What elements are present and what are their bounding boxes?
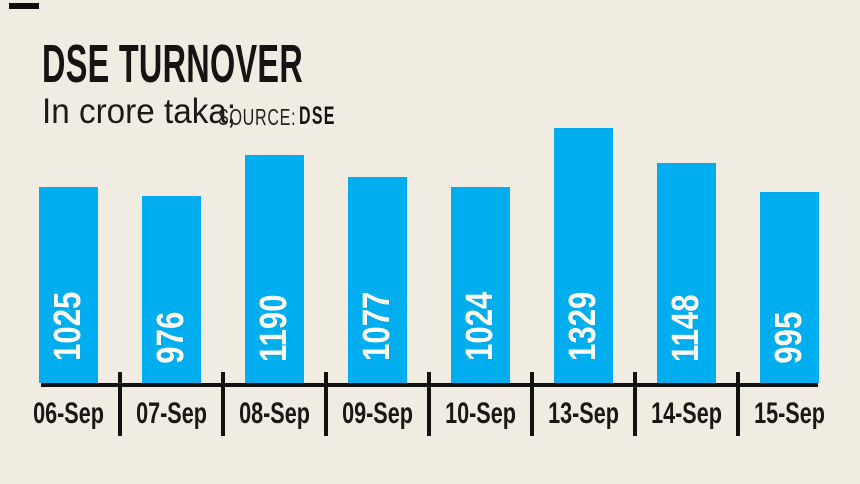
bar-06-Sep: 1025 (38, 187, 98, 383)
x-axis-label-08-Sep: 08-Sep (238, 397, 310, 430)
bar-value-label: 1025 (47, 292, 89, 362)
corner-dash (9, 3, 39, 9)
axis-tick (735, 372, 740, 436)
axis-tick (117, 372, 122, 436)
x-axis-label-15-Sep: 15-Sep (753, 397, 825, 430)
source-value: DSE (299, 102, 336, 130)
axis-tick (220, 372, 225, 436)
axis-tick (529, 372, 534, 436)
chart-title: DSE TURNOVER (42, 34, 304, 94)
bar-07-Sep: 976 (141, 196, 201, 383)
bar-value-label: 1024 (459, 292, 501, 362)
axis-tick (426, 372, 431, 436)
bar-10-Sep: 1024 (450, 187, 510, 383)
x-axis-label-09-Sep: 09-Sep (341, 397, 413, 430)
x-axis-label-10-Sep: 10-Sep (444, 397, 516, 430)
axis-tick (632, 372, 637, 436)
bar-value-label: 1329 (562, 292, 604, 362)
unit-note: In crore taka; (42, 92, 237, 131)
bar-13-Sep: 1329 (553, 128, 613, 383)
bar-09-Sep: 1077 (347, 177, 407, 383)
axis-tick (323, 372, 328, 436)
bar-value-label: 1148 (665, 293, 707, 362)
x-axis-label-13-Sep: 13-Sep (547, 397, 619, 430)
x-axis-label-06-Sep: 06-Sep (32, 397, 104, 430)
bar-15-Sep: 995 (759, 192, 819, 383)
bar-value-label: 995 (768, 311, 810, 364)
bar-value-label: 976 (150, 311, 192, 364)
source-label: SOURCE: (218, 104, 297, 130)
bar-14-Sep: 1148 (656, 163, 716, 383)
x-axis-label-07-Sep: 07-Sep (135, 397, 207, 430)
bar-value-label: 1190 (253, 293, 295, 362)
bar-value-label: 1077 (356, 292, 398, 362)
x-axis-label-14-Sep: 14-Sep (650, 397, 722, 430)
bar-08-Sep: 1190 (244, 155, 304, 383)
